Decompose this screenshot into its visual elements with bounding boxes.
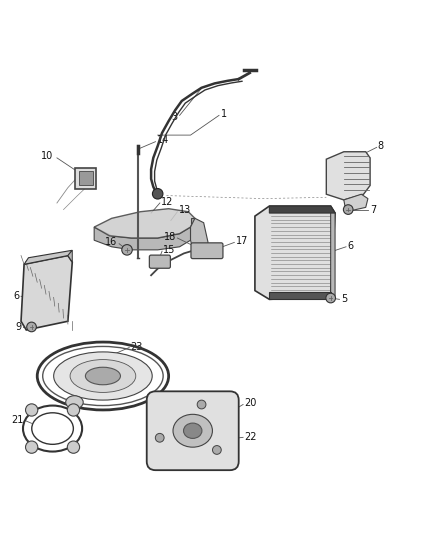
Circle shape bbox=[343, 205, 353, 214]
Polygon shape bbox=[331, 206, 335, 296]
Circle shape bbox=[152, 189, 163, 199]
Polygon shape bbox=[255, 206, 335, 300]
Text: 14: 14 bbox=[157, 135, 169, 146]
Circle shape bbox=[67, 441, 80, 453]
Circle shape bbox=[197, 400, 206, 409]
Circle shape bbox=[212, 446, 221, 454]
Polygon shape bbox=[94, 209, 195, 238]
Text: 18: 18 bbox=[164, 232, 176, 242]
Polygon shape bbox=[21, 255, 72, 330]
FancyBboxPatch shape bbox=[75, 168, 96, 189]
Circle shape bbox=[25, 441, 38, 453]
Text: 20: 20 bbox=[244, 398, 257, 408]
Circle shape bbox=[326, 293, 336, 303]
Circle shape bbox=[155, 433, 164, 442]
Text: 10: 10 bbox=[41, 151, 53, 161]
Text: 3: 3 bbox=[171, 112, 177, 122]
Polygon shape bbox=[269, 206, 335, 213]
Text: 23: 23 bbox=[131, 342, 143, 352]
Text: 5: 5 bbox=[341, 294, 347, 304]
Text: 7: 7 bbox=[370, 205, 376, 215]
Circle shape bbox=[122, 245, 132, 255]
FancyBboxPatch shape bbox=[79, 172, 93, 185]
Text: 8: 8 bbox=[378, 141, 384, 151]
FancyBboxPatch shape bbox=[191, 243, 223, 259]
Polygon shape bbox=[24, 251, 72, 264]
Circle shape bbox=[25, 404, 38, 416]
Text: 12: 12 bbox=[161, 197, 173, 207]
FancyBboxPatch shape bbox=[147, 391, 239, 470]
Circle shape bbox=[67, 404, 80, 416]
Polygon shape bbox=[326, 152, 370, 200]
Text: 16: 16 bbox=[105, 237, 117, 247]
Text: 21: 21 bbox=[11, 415, 24, 425]
Ellipse shape bbox=[184, 423, 202, 439]
Polygon shape bbox=[191, 219, 208, 255]
Text: 6: 6 bbox=[13, 291, 19, 301]
Text: 15: 15 bbox=[163, 245, 175, 255]
FancyBboxPatch shape bbox=[149, 255, 170, 268]
Ellipse shape bbox=[66, 395, 83, 409]
Polygon shape bbox=[68, 251, 72, 262]
Ellipse shape bbox=[85, 367, 120, 385]
Text: 13: 13 bbox=[179, 205, 191, 215]
Ellipse shape bbox=[70, 360, 136, 392]
Polygon shape bbox=[344, 194, 368, 212]
Text: 6: 6 bbox=[347, 241, 353, 251]
Text: 22: 22 bbox=[244, 432, 257, 442]
Circle shape bbox=[27, 322, 36, 332]
Ellipse shape bbox=[53, 352, 152, 400]
Text: 9: 9 bbox=[15, 322, 21, 332]
Polygon shape bbox=[269, 292, 331, 300]
Text: 17: 17 bbox=[236, 236, 248, 246]
Text: 1: 1 bbox=[221, 109, 227, 119]
Polygon shape bbox=[94, 227, 191, 250]
Polygon shape bbox=[191, 219, 195, 240]
Ellipse shape bbox=[173, 414, 212, 447]
